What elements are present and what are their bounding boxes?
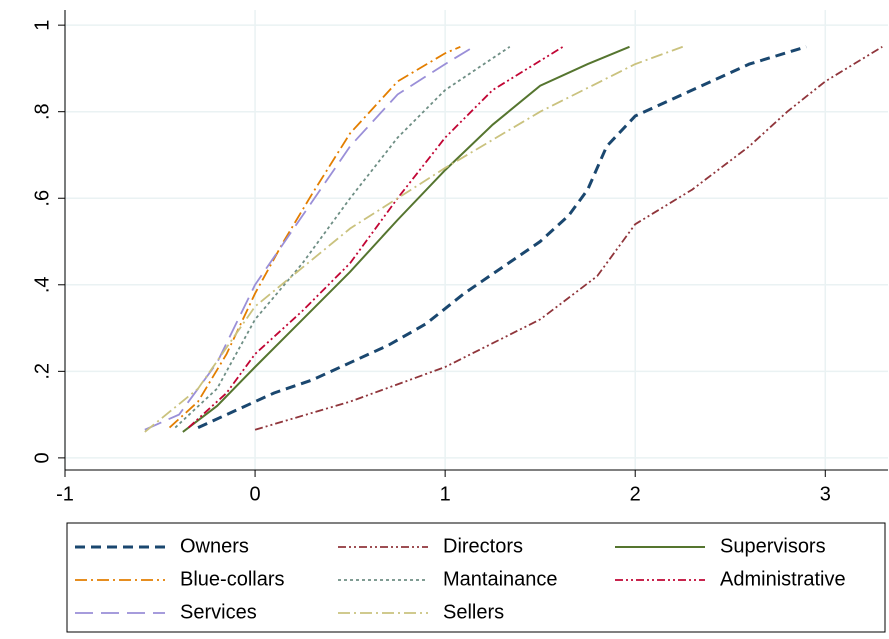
line <box>168 45 461 429</box>
legend-label: Mantainance <box>443 568 558 590</box>
legend-label: Sellers <box>443 601 504 623</box>
legend-box <box>66 522 886 633</box>
line <box>187 46 564 429</box>
y-tick-label: 1 <box>31 20 53 31</box>
line <box>197 45 807 429</box>
y-tick-label: .2 <box>31 363 53 380</box>
y-tick-label: .6 <box>31 190 53 207</box>
y-tick-label: .4 <box>31 276 53 293</box>
y-tick-label: 0 <box>31 452 53 463</box>
legend-label: Administrative <box>720 568 846 590</box>
line <box>144 45 684 433</box>
line <box>254 46 883 431</box>
legend-label: Services <box>180 601 257 623</box>
line <box>144 46 475 431</box>
x-tick-label: 2 <box>630 483 641 505</box>
legend-label: Directors <box>443 535 523 557</box>
x-tick-label: 3 <box>820 483 831 505</box>
legend-label: Blue-collars <box>180 568 284 590</box>
legend-label: Owners <box>180 535 249 557</box>
y-tick-label: .8 <box>31 103 53 120</box>
x-tick-label: -1 <box>56 483 74 505</box>
legend-label: Supervisors <box>720 535 826 557</box>
x-tick-label: 1 <box>440 483 451 505</box>
line <box>182 45 630 433</box>
x-tick-label: 0 <box>250 483 261 505</box>
